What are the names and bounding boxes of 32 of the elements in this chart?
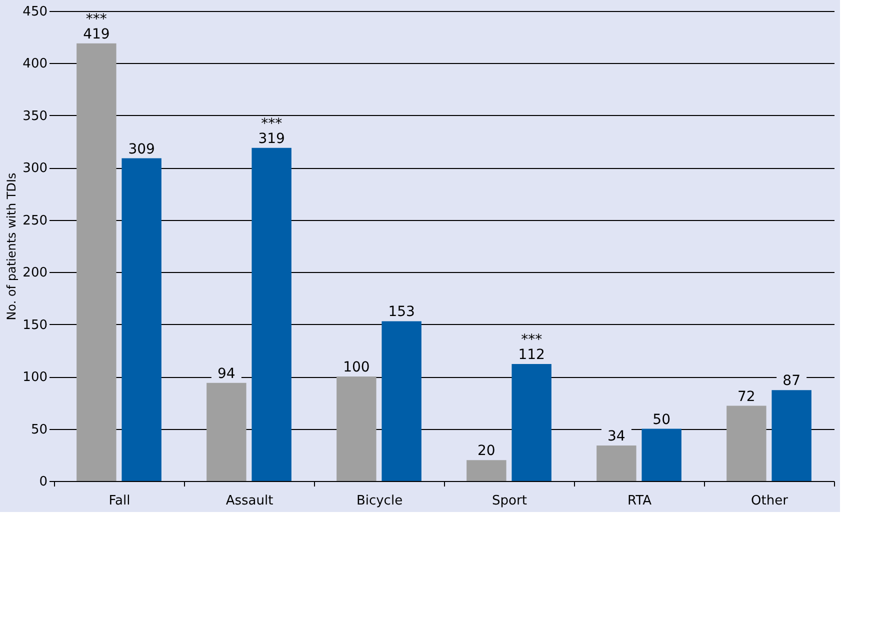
y-tick-label: 200	[22, 266, 48, 281]
x-tick-label: Bicycle	[356, 494, 403, 508]
data-label: 100	[343, 360, 370, 376]
data-label: 20	[478, 443, 496, 460]
data-label: 50	[652, 412, 670, 428]
x-tick-label: Fall	[108, 494, 130, 508]
annotation: ***	[86, 11, 107, 28]
data-label: 419	[83, 26, 110, 42]
data-label: 72	[738, 388, 756, 405]
y-tick-label: 400	[22, 56, 48, 72]
y-tick-label: 450	[22, 4, 48, 20]
data-label: 112	[518, 347, 545, 364]
annotation: ***	[261, 116, 282, 132]
data-label: 87	[782, 373, 800, 390]
y-tick-label: 100	[22, 370, 48, 386]
x-tick-label: Sport	[492, 494, 527, 508]
data-label: 34	[608, 428, 626, 444]
x-tick-label: RTA	[628, 494, 652, 508]
annotation: ***	[521, 332, 542, 348]
y-tick-label: 250	[22, 213, 48, 228]
data-label: 94	[218, 366, 236, 382]
data-label: 319	[258, 130, 285, 147]
y-tick-label: 50	[30, 422, 48, 438]
x-tick-label: Assault	[226, 494, 274, 508]
y-tick-label: 150	[22, 318, 48, 333]
y-tick-label: 0	[39, 474, 48, 490]
y-tick-label: 350	[22, 108, 48, 124]
x-tick-label: Other	[751, 494, 789, 508]
data-label: 153	[388, 304, 415, 320]
y-tick-label: 300	[22, 161, 48, 176]
y-axis-title: No. of patients with TDIs	[4, 172, 19, 320]
data-label: 309	[128, 141, 155, 158]
